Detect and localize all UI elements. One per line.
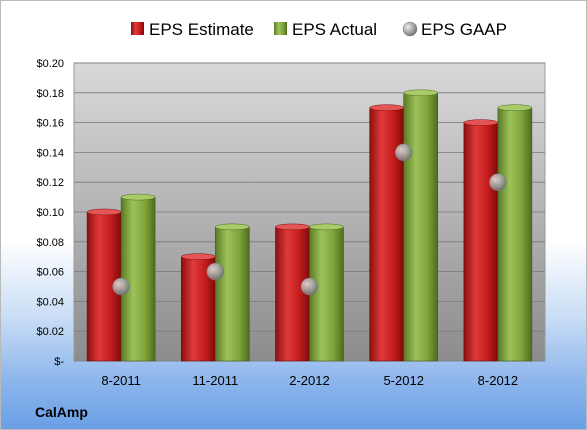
- bar-top-eps-actual: [403, 89, 438, 97]
- bar-top-eps-actual: [215, 223, 250, 231]
- y-tick-label: $0.16: [36, 118, 64, 130]
- legend-label: EPS GAAP: [421, 20, 507, 39]
- bar-eps-estimate: [463, 122, 499, 362]
- eps-chart: EPS Estimate EPS Actual EPS GAAP $- $0.02 $0…: [36, 20, 546, 388]
- x-tick-label: 5-2012: [383, 373, 423, 388]
- marker-eps-gaap: [112, 277, 130, 296]
- y-tick-label: $0.08: [36, 237, 64, 249]
- marker-eps-gaap: [300, 277, 319, 296]
- bar-top-eps-actual: [120, 193, 156, 201]
- chart-legend: EPS Estimate EPS Actual EPS GAAP: [131, 20, 507, 39]
- bar-top-eps-estimate: [275, 223, 310, 231]
- bar-top-eps-actual: [497, 104, 533, 111]
- bar-top-eps-estimate: [86, 208, 122, 216]
- y-tick-label: $0.20: [36, 58, 64, 70]
- gaap-markers: [112, 143, 507, 296]
- bar-eps-actual: [215, 226, 250, 362]
- x-tick-label: 8-2012: [478, 373, 518, 388]
- bar-top-eps-estimate: [463, 119, 499, 126]
- marker-eps-gaap: [489, 173, 507, 191]
- x-tick-label: 2-2012: [289, 373, 329, 388]
- legend-label: EPS Actual: [292, 20, 377, 39]
- bar-eps-actual: [309, 226, 344, 362]
- y-tick-label: $0.10: [36, 207, 64, 219]
- y-tick-label: $-: [54, 356, 64, 368]
- bar-eps-actual: [497, 107, 533, 362]
- y-axis-labels: $- $0.02 $0.04 $0.06 $0.08 $0.10 $0.12 $0.14 $0.…: [36, 58, 64, 368]
- legend-swatch-actual: [274, 22, 287, 35]
- y-tick-label: $0.18: [36, 88, 64, 100]
- marker-eps-gaap: [206, 262, 225, 281]
- y-tick-label: $0.14: [36, 147, 64, 159]
- bar-top-eps-estimate: [181, 253, 216, 260]
- x-axis-labels: 8-2011 11-2011 2-2012 5-2012 8-2012: [101, 373, 518, 388]
- y-tick-label: $0.02: [36, 326, 64, 338]
- y-tick-label: $0.12: [36, 177, 64, 189]
- company-name: CalAmp: [35, 404, 88, 420]
- legend-label: EPS Estimate: [149, 20, 254, 39]
- y-tick-label: $0.04: [36, 296, 64, 308]
- bar-eps-estimate: [275, 226, 310, 362]
- x-tick-label: 8-2011: [101, 373, 141, 388]
- bar-eps-actual: [403, 92, 439, 362]
- legend-swatch-estimate: [131, 22, 144, 35]
- bar-eps-actual: [120, 196, 156, 362]
- bar-top-eps-estimate: [369, 104, 404, 111]
- y-tick-label: $0.06: [36, 267, 64, 279]
- bar-top-eps-actual: [309, 223, 344, 231]
- legend-swatch-gaap: [402, 21, 418, 37]
- x-tick-label: 11-2011: [192, 373, 238, 388]
- marker-eps-gaap: [394, 143, 413, 162]
- bars: [86, 89, 533, 362]
